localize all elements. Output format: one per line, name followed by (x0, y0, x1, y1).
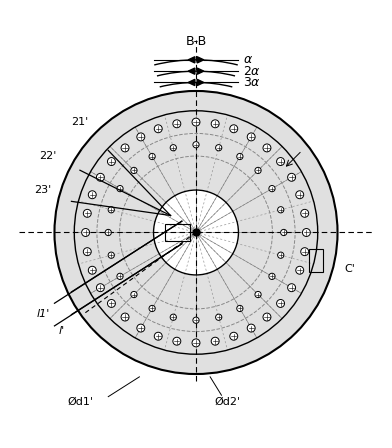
Circle shape (211, 337, 219, 345)
Circle shape (121, 313, 129, 321)
Text: l': l' (58, 327, 65, 336)
Circle shape (54, 91, 338, 374)
Circle shape (288, 284, 296, 292)
Bar (165, 224, 191, 241)
Text: $3\alpha$: $3\alpha$ (243, 76, 261, 89)
Circle shape (216, 314, 222, 320)
Circle shape (211, 120, 219, 128)
Circle shape (255, 291, 261, 297)
Circle shape (105, 229, 111, 236)
Circle shape (302, 228, 310, 237)
Circle shape (281, 229, 287, 236)
Circle shape (88, 266, 96, 274)
Circle shape (230, 125, 238, 133)
Circle shape (82, 228, 90, 237)
Text: $2\alpha$: $2\alpha$ (243, 65, 261, 78)
Circle shape (131, 168, 137, 173)
Circle shape (173, 337, 181, 345)
Circle shape (137, 324, 145, 332)
Circle shape (269, 273, 275, 280)
Text: B-B: B-B (185, 35, 207, 48)
Polygon shape (197, 79, 204, 86)
Circle shape (154, 332, 162, 340)
Polygon shape (188, 68, 195, 74)
Polygon shape (197, 68, 204, 74)
Text: Ød1': Ød1' (67, 397, 93, 407)
Circle shape (108, 207, 114, 213)
Circle shape (301, 209, 309, 217)
Circle shape (149, 153, 155, 159)
Circle shape (154, 125, 162, 133)
Circle shape (170, 145, 176, 151)
Circle shape (96, 173, 104, 181)
Circle shape (117, 185, 123, 192)
Circle shape (278, 207, 284, 213)
Text: l1': l1' (36, 310, 50, 319)
Circle shape (255, 168, 261, 173)
Text: Ød2': Ød2' (214, 397, 240, 407)
Circle shape (107, 158, 115, 165)
Circle shape (277, 299, 285, 307)
Circle shape (237, 153, 243, 159)
Text: $\alpha$: $\alpha$ (243, 53, 253, 66)
Bar (309, 250, 323, 272)
Circle shape (96, 284, 104, 292)
Text: 22': 22' (39, 151, 56, 161)
Circle shape (131, 291, 137, 297)
Text: 23': 23' (34, 185, 52, 195)
Circle shape (277, 158, 285, 165)
Circle shape (149, 306, 155, 312)
Circle shape (193, 142, 199, 148)
Polygon shape (188, 79, 195, 86)
Circle shape (83, 248, 91, 256)
Circle shape (296, 191, 304, 199)
Circle shape (88, 191, 96, 199)
Circle shape (237, 306, 243, 312)
Circle shape (301, 248, 309, 256)
Circle shape (154, 190, 238, 275)
Circle shape (192, 339, 200, 347)
Circle shape (108, 252, 114, 258)
Circle shape (173, 120, 181, 128)
Circle shape (230, 332, 238, 340)
Circle shape (247, 133, 255, 141)
Circle shape (263, 144, 271, 152)
Circle shape (269, 185, 275, 192)
Text: C': C' (345, 264, 356, 274)
Circle shape (137, 133, 145, 141)
Circle shape (121, 144, 129, 152)
Circle shape (192, 118, 200, 126)
Circle shape (288, 173, 296, 181)
Text: 21': 21' (71, 117, 89, 127)
Polygon shape (188, 57, 195, 63)
Circle shape (193, 317, 199, 323)
Circle shape (107, 299, 115, 307)
Circle shape (263, 313, 271, 321)
Circle shape (83, 209, 91, 217)
Circle shape (117, 273, 123, 280)
Circle shape (296, 266, 304, 274)
Circle shape (216, 145, 222, 151)
Circle shape (247, 324, 255, 332)
Circle shape (278, 252, 284, 258)
Circle shape (170, 314, 176, 320)
Polygon shape (197, 57, 204, 63)
